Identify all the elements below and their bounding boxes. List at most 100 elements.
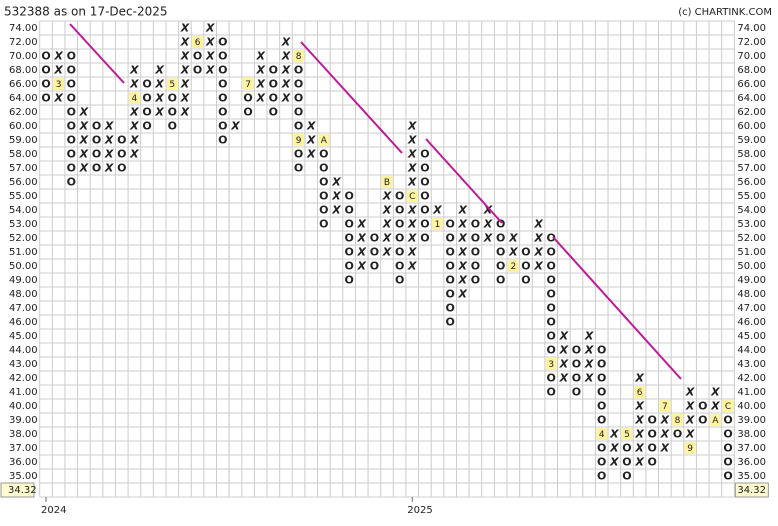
o-box: O <box>269 64 278 77</box>
y-tick-label-right: 47.00 <box>737 303 766 314</box>
o-box: O <box>294 120 303 133</box>
x-box: X <box>407 120 417 133</box>
o-box: O <box>218 106 227 119</box>
x-box: X <box>407 204 417 217</box>
x-box: X <box>104 148 114 161</box>
o-box: O <box>572 386 581 399</box>
x-box: X <box>255 64 265 77</box>
o-box: O <box>117 148 126 161</box>
y-tick-label-right: 45.00 <box>737 331 766 342</box>
y-tick-label-right: 55.00 <box>737 191 766 202</box>
o-box: O <box>344 246 353 259</box>
x-box: X <box>129 78 139 91</box>
x-box: X <box>634 428 644 441</box>
x-box: X <box>559 330 569 343</box>
y-tick-label-right: 56.00 <box>737 177 766 188</box>
y-tick-label-right: 41.00 <box>737 387 766 398</box>
o-box: O <box>395 190 404 203</box>
x-box: X <box>483 218 493 231</box>
trend-line <box>69 23 125 84</box>
o-box: O <box>471 232 480 245</box>
o-box: O <box>218 120 227 133</box>
o-box: O <box>723 470 732 483</box>
y-tick-label-right: 44.00 <box>737 345 766 356</box>
o-box: O <box>41 92 50 105</box>
o-box: O <box>370 260 379 273</box>
x-box: X <box>584 358 594 371</box>
x-box: X <box>79 148 89 161</box>
last-price: 34.32 <box>8 485 37 496</box>
y-tick-label: 56.00 <box>9 177 38 188</box>
year-label: 2025 <box>407 505 432 516</box>
y-tick-label: 39.00 <box>9 415 38 426</box>
o-box: O <box>648 428 657 441</box>
o-box: O <box>597 456 606 469</box>
y-tick-label-right: 66.00 <box>737 79 766 90</box>
o-box: O <box>445 246 454 259</box>
o-box: O <box>597 386 606 399</box>
o-box: O <box>294 78 303 91</box>
o-box: O <box>142 78 151 91</box>
o-box: O <box>395 274 404 287</box>
month-marker: 5 <box>624 430 630 440</box>
x-box: X <box>180 106 190 119</box>
y-tick-label-right: 68.00 <box>737 65 766 76</box>
o-box: O <box>395 232 404 245</box>
o-box: O <box>168 120 177 133</box>
o-box: O <box>471 274 480 287</box>
o-box: O <box>67 78 76 91</box>
o-box: O <box>319 218 328 231</box>
x-box: X <box>458 274 468 287</box>
o-box: O <box>673 428 682 441</box>
x-box: X <box>180 78 190 91</box>
o-box: O <box>547 260 556 273</box>
x-box: X <box>508 232 518 245</box>
x-box: X <box>609 428 619 441</box>
year-label: 2024 <box>41 505 66 516</box>
month-marker: 9 <box>687 444 693 454</box>
month-marker: A <box>712 416 719 426</box>
o-box: O <box>67 106 76 119</box>
y-tick-label-right: 64.00 <box>737 93 766 104</box>
y-tick-label: 52.00 <box>9 233 38 244</box>
o-box: O <box>445 260 454 273</box>
o-box: O <box>572 372 581 385</box>
y-tick-label-right: 40.00 <box>737 401 766 412</box>
month-marker: 6 <box>195 38 201 48</box>
y-tick-label-right: 51.00 <box>737 247 766 258</box>
month-marker: 8 <box>675 416 681 426</box>
y-tick-label-right: 50.00 <box>737 261 766 272</box>
y-tick-label-right: 53.00 <box>737 219 766 230</box>
x-box: X <box>458 246 468 259</box>
x-box: X <box>205 36 215 49</box>
x-box: X <box>685 414 695 427</box>
x-box: X <box>357 218 367 231</box>
y-tick-label: 64.00 <box>9 93 38 104</box>
month-marker-box <box>128 92 140 104</box>
x-box: X <box>281 50 291 63</box>
o-box: O <box>648 414 657 427</box>
month-marker: 9 <box>296 136 302 146</box>
y-tick-label: 74.00 <box>9 23 38 34</box>
x-box: X <box>180 36 190 49</box>
month-marker: 5 <box>169 80 175 90</box>
o-box: O <box>294 64 303 77</box>
y-tick-label: 54.00 <box>9 205 38 216</box>
month-marker-box <box>722 400 734 412</box>
month-marker: B <box>384 178 390 188</box>
o-box: O <box>471 218 480 231</box>
o-box: O <box>344 204 353 217</box>
x-box: X <box>533 232 543 245</box>
o-box: O <box>395 260 404 273</box>
month-marker: 1 <box>435 220 441 230</box>
o-box: O <box>547 316 556 329</box>
source: (c) CHARTINK.COM <box>678 7 772 18</box>
x-box: X <box>331 176 341 189</box>
x-box: X <box>129 106 139 119</box>
o-box: O <box>445 302 454 315</box>
month-marker-box <box>293 134 305 146</box>
x-box: X <box>458 204 468 217</box>
o-box: O <box>117 134 126 147</box>
o-box: O <box>218 64 227 77</box>
